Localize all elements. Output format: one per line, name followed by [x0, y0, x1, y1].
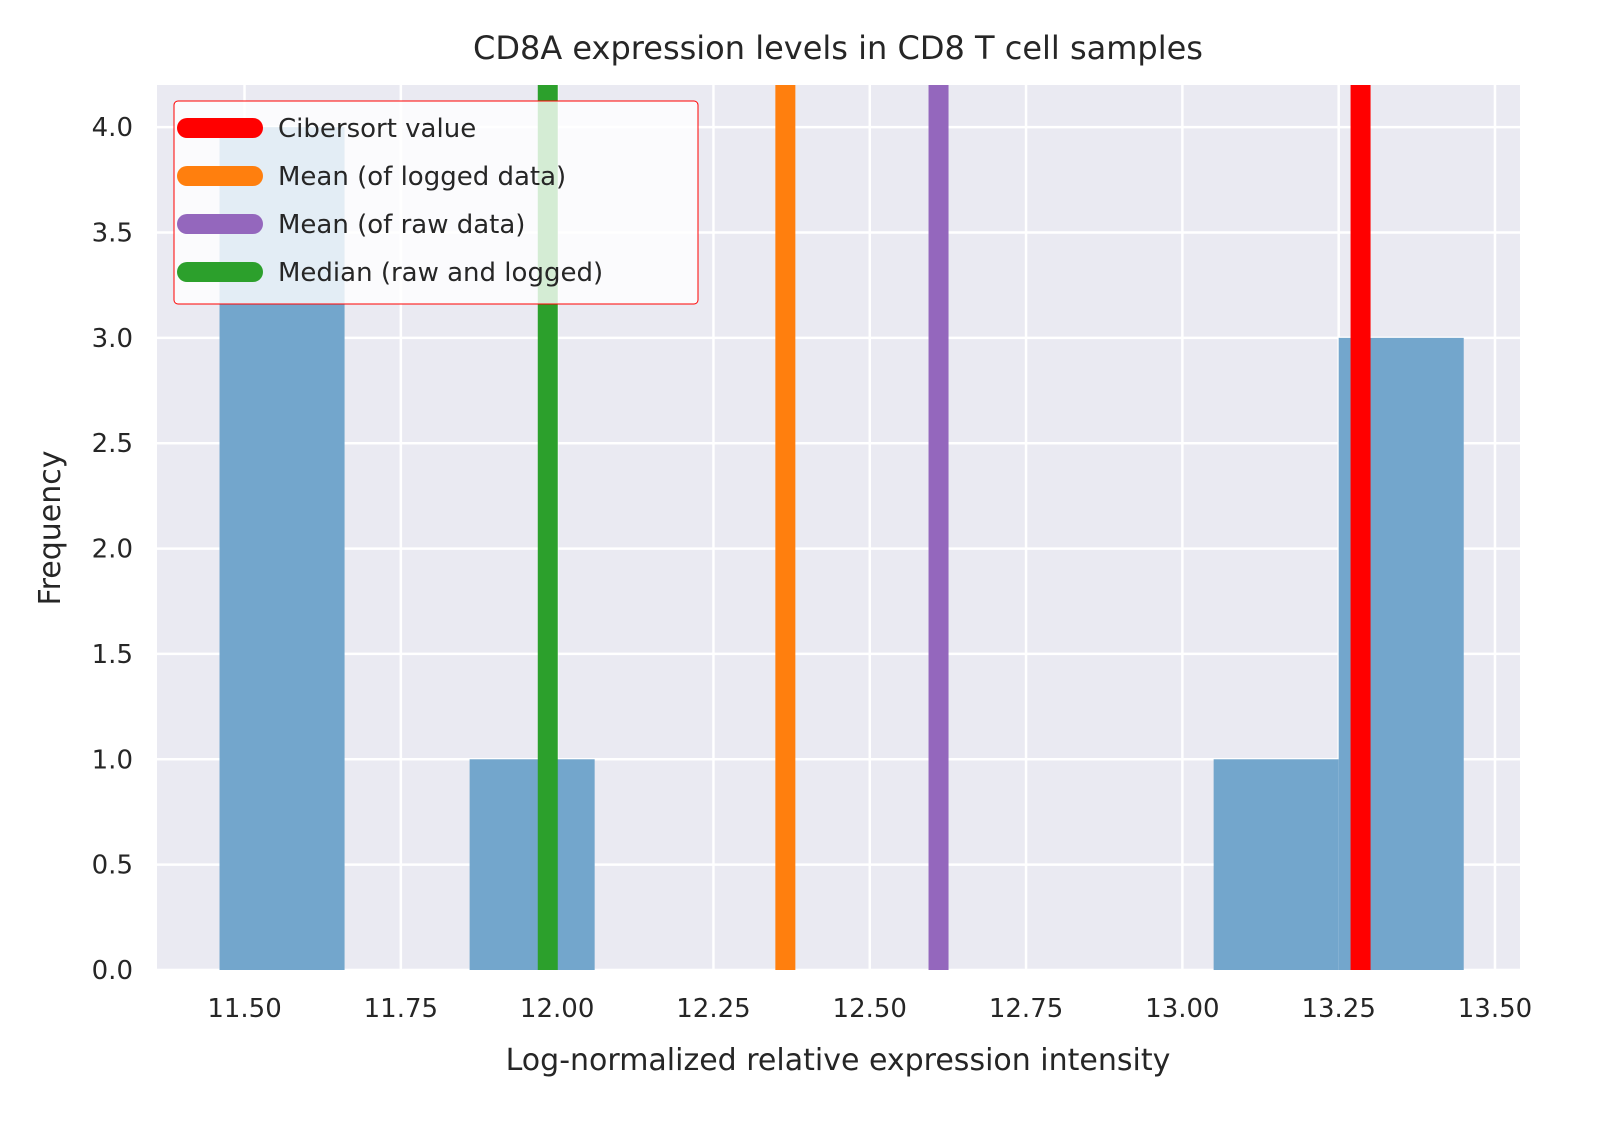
y-tick-label-8: 4.0: [92, 113, 133, 143]
histogram-bar-1: [469, 759, 595, 970]
legend-label-0: Cibersort value: [278, 114, 476, 144]
y-tick-label-4: 2.0: [92, 535, 133, 565]
x-tick-label-3: 12.25: [676, 994, 750, 1024]
x-tick-label-0: 11.50: [207, 994, 281, 1024]
x-tick-label-7: 13.25: [1301, 994, 1375, 1024]
chart-title: CD8A expression levels in CD8 T cell sam…: [473, 29, 1203, 67]
y-tick-label-3: 1.5: [92, 640, 133, 670]
legend-label-3: Median (raw and logged): [278, 258, 603, 288]
y-tick-label-6: 3.0: [92, 324, 133, 354]
y-axis-label: Frequency: [33, 451, 68, 606]
y-axis-ticks: 0.0 0.5 1.0 1.5 2.0 2.5 3.0 3.5 4.0: [92, 113, 133, 986]
x-tick-label-2: 12.00: [520, 994, 594, 1024]
y-tick-label-0: 0.0: [92, 956, 133, 986]
y-tick-label-5: 2.5: [92, 429, 133, 459]
x-tick-label-5: 12.75: [989, 994, 1063, 1024]
y-tick-label-2: 1.0: [92, 745, 133, 775]
histogram-bar-2: [1213, 759, 1339, 970]
x-tick-label-1: 11.75: [364, 994, 438, 1024]
legend-box: [173, 100, 699, 305]
x-tick-label-6: 13.00: [1145, 994, 1219, 1024]
x-tick-label-4: 12.50: [833, 994, 907, 1024]
x-axis-ticks: 11.50 11.75 12.00 12.25 12.50 12.75 13.00 13.25…: [207, 994, 1532, 1024]
x-axis-label: Log-normalized relative expression inten…: [506, 1043, 1171, 1078]
x-tick-label-8: 13.50: [1458, 994, 1532, 1024]
y-tick-label-1: 0.5: [92, 851, 133, 881]
y-tick-label-7: 3.5: [92, 219, 133, 249]
legend-label-2: Mean (of raw data): [278, 210, 525, 240]
legend-label-1: Mean (of logged data): [278, 162, 566, 192]
legend: Cibersort value Mean (of logged data) Mean…: [173, 100, 699, 305]
